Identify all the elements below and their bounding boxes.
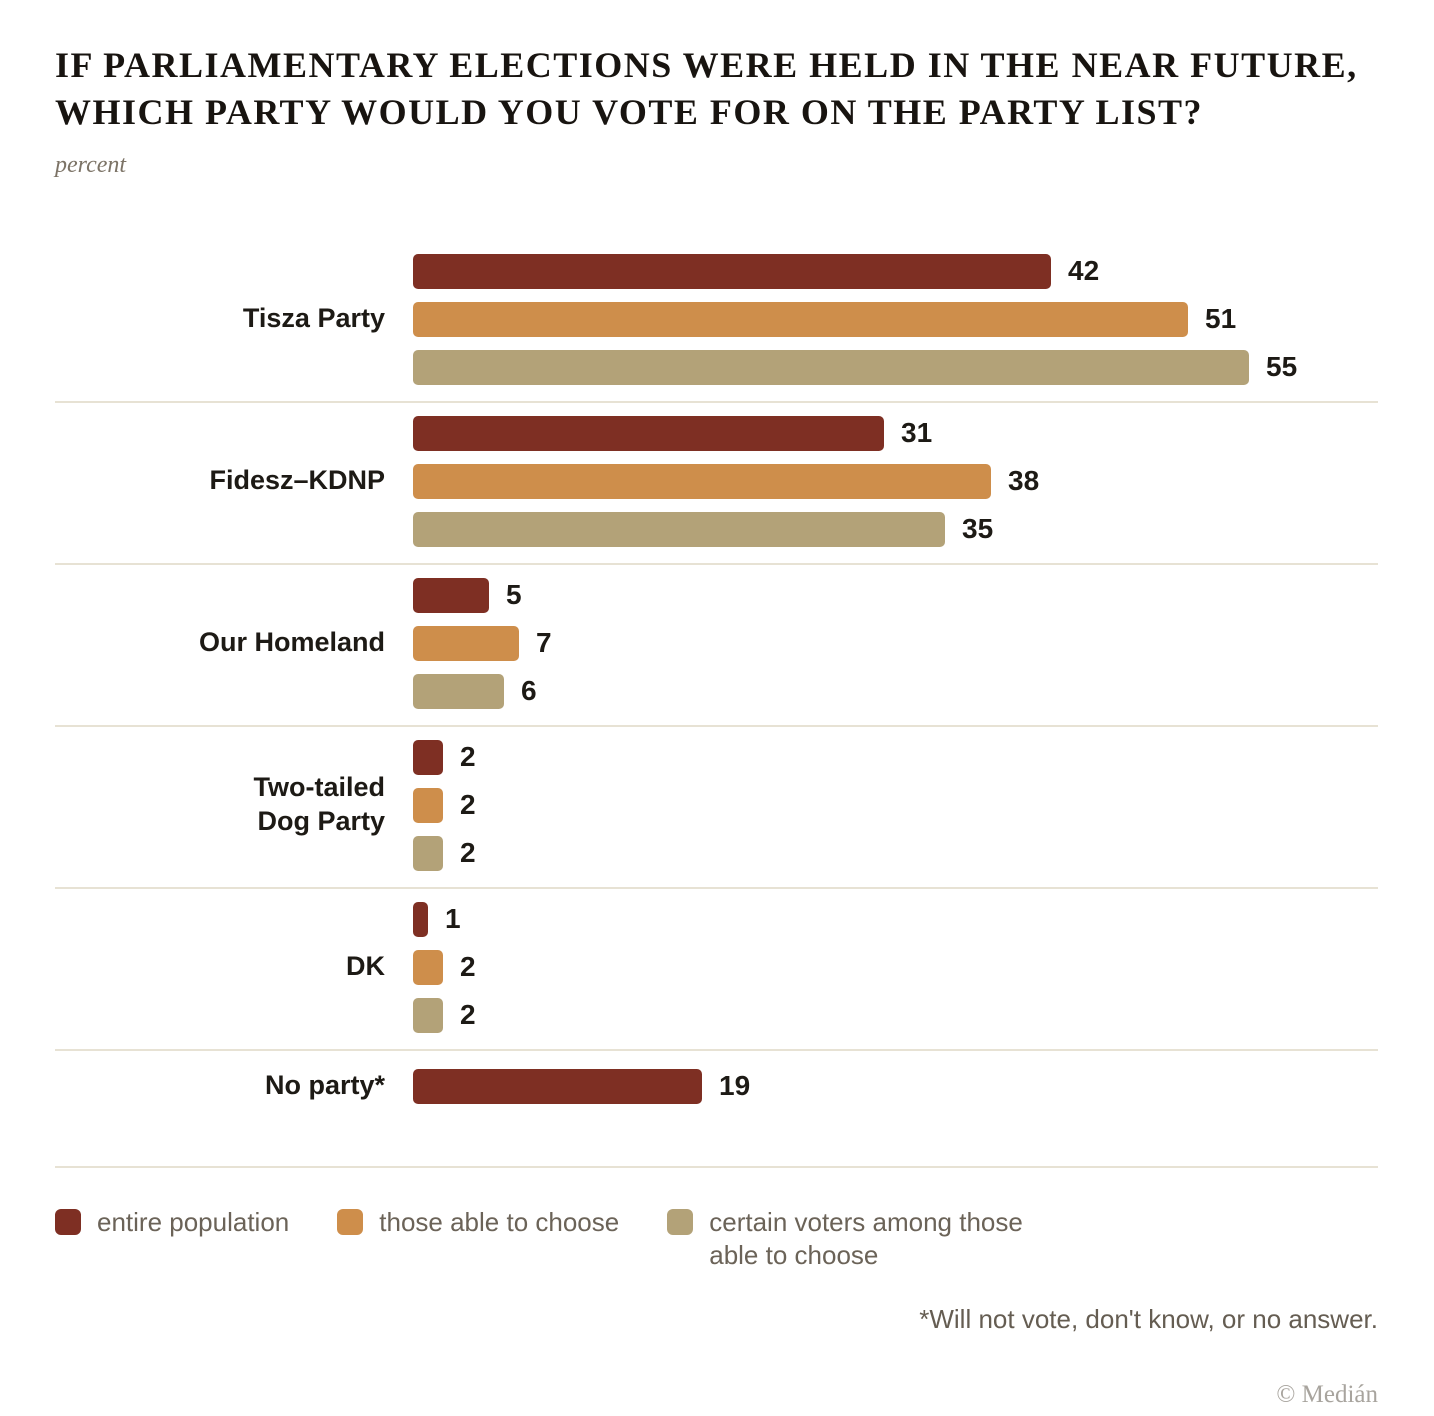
bar-certain-voters-among-those-able-to-choose: [413, 349, 1249, 385]
bar-value-label: 2: [460, 837, 476, 869]
legend: entire population those able to choose cer…: [55, 1206, 1378, 1273]
category-label: DK: [346, 951, 385, 982]
bar-value-label: 2: [460, 951, 476, 983]
bar-row: 55: [413, 349, 1378, 385]
bar-row: 19: [413, 1068, 1378, 1104]
bar-row: 2: [413, 997, 1378, 1033]
bar-those-able-to-choose: [413, 625, 519, 661]
bar-those-able-to-choose: [413, 949, 443, 985]
bar-value-label: 38: [1008, 465, 1040, 497]
bar-entire-population: [413, 739, 443, 775]
bar-those-able-to-choose: [413, 301, 1188, 337]
legend-label: certain voters among those able to choos…: [709, 1206, 1023, 1270]
bar-row: 51: [413, 301, 1378, 337]
bar-value-label: 5: [506, 579, 522, 611]
bar-value-label: 2: [460, 789, 476, 821]
bar-row: 42: [413, 253, 1378, 289]
chart-subtitle: percent: [55, 151, 127, 178]
chart-title-line2: WHICH PARTY WOULD YOU VOTE FOR ON THE PA…: [55, 91, 1204, 132]
bar-row: 5: [413, 577, 1378, 613]
copyright: © Medián: [1276, 1381, 1378, 1409]
bar-certain-voters-among-those-able-to-choose: [413, 511, 945, 547]
bar-entire-population: [413, 1068, 702, 1104]
category-label: Our Homeland: [198, 627, 385, 658]
legend-item-entire-population: entire population: [55, 1206, 289, 1239]
category-label: Fidesz–KDNP: [209, 465, 385, 496]
bar-row: 7: [413, 625, 1378, 661]
bar-those-able-to-choose: [413, 463, 991, 499]
category-label: Tisza Party: [242, 303, 385, 334]
bar-entire-population: [413, 901, 428, 937]
legend-swatch-icon: [55, 1208, 81, 1235]
bar-row: 2: [413, 739, 1378, 775]
category-label: No party*: [264, 1070, 385, 1101]
category-group-fidesz-kdnp: Fidesz–KDNP 31 38 35: [55, 403, 1378, 565]
bar-row: 6: [413, 673, 1378, 709]
bar-value-label: 1: [445, 903, 461, 935]
chart-title-line1: IF PARLIAMENTARY ELECTIONS WERE HELD IN …: [55, 45, 1358, 85]
bar-value-label: 2: [460, 999, 476, 1031]
bar-certain-voters-among-those-able-to-choose: [413, 835, 443, 871]
category-group-our-homeland: Our Homeland 5 7 6: [55, 565, 1378, 727]
bar-row: 31: [413, 415, 1378, 451]
category-bars: 1 2 2: [413, 901, 1378, 1033]
bar-value-label: 42: [1068, 255, 1100, 287]
bar-value-label: 55: [1266, 351, 1298, 383]
bar-row: 35: [413, 511, 1378, 547]
bar-those-able-to-choose: [413, 787, 443, 823]
legend-swatch-icon: [337, 1208, 364, 1235]
bar-value-label: 19: [719, 1070, 751, 1102]
category-bars: 19: [413, 1068, 1378, 1104]
category-group-two-tailed-dog-party: Two-tailed Dog Party 2 2 2: [55, 727, 1378, 889]
bar-entire-population: [413, 415, 884, 451]
bar-row: 1: [413, 901, 1378, 937]
bar-value-label: 6: [521, 675, 537, 707]
bar-row: 2: [413, 949, 1378, 985]
bar-value-label: 2: [460, 741, 476, 773]
bar-value-label: 51: [1205, 303, 1237, 335]
legend-label: those able to choose: [379, 1206, 620, 1237]
bar-value-label: 31: [901, 417, 933, 449]
category-group-tisza-party: Tisza Party 42 51 55: [55, 241, 1378, 403]
bar-entire-population: [413, 253, 1051, 289]
category-bars: 42 51 55: [413, 253, 1378, 385]
footnote: *Will not vote, don't know, or no answer…: [919, 1304, 1378, 1335]
category-group-no-party: No party* 19: [55, 1051, 1378, 1168]
bar-certain-voters-among-those-able-to-choose: [413, 997, 443, 1033]
category-label: Two-tailed Dog Party: [253, 772, 386, 837]
legend-item-certain-voters-among-those-able-to-choose: certain voters among those able to choos…: [667, 1206, 1044, 1273]
legend-label: entire population: [97, 1206, 290, 1237]
legend-item-those-able-to-choose: those able to choose: [337, 1206, 619, 1239]
chart-title: IF PARLIAMENTARY ELECTIONS WERE HELD IN …: [55, 42, 1378, 136]
bar-row: 2: [413, 835, 1378, 871]
bar-certain-voters-among-those-able-to-choose: [413, 673, 504, 709]
bar-row: 2: [413, 787, 1378, 823]
legend-swatch-icon: [667, 1208, 694, 1235]
bar-entire-population: [413, 577, 489, 613]
category-group-dk: DK 1 2 2: [55, 889, 1378, 1051]
bar-value-label: 7: [536, 627, 552, 659]
bar-row: 38: [413, 463, 1378, 499]
category-bars: 2 2 2: [413, 739, 1378, 871]
bar-chart: Tisza Party 42 51 55 Fidesz–KDNP 31 38 35 Our Ho…: [55, 241, 1378, 1168]
category-bars: 31 38 35: [413, 415, 1378, 547]
bar-value-label: 35: [962, 513, 994, 545]
